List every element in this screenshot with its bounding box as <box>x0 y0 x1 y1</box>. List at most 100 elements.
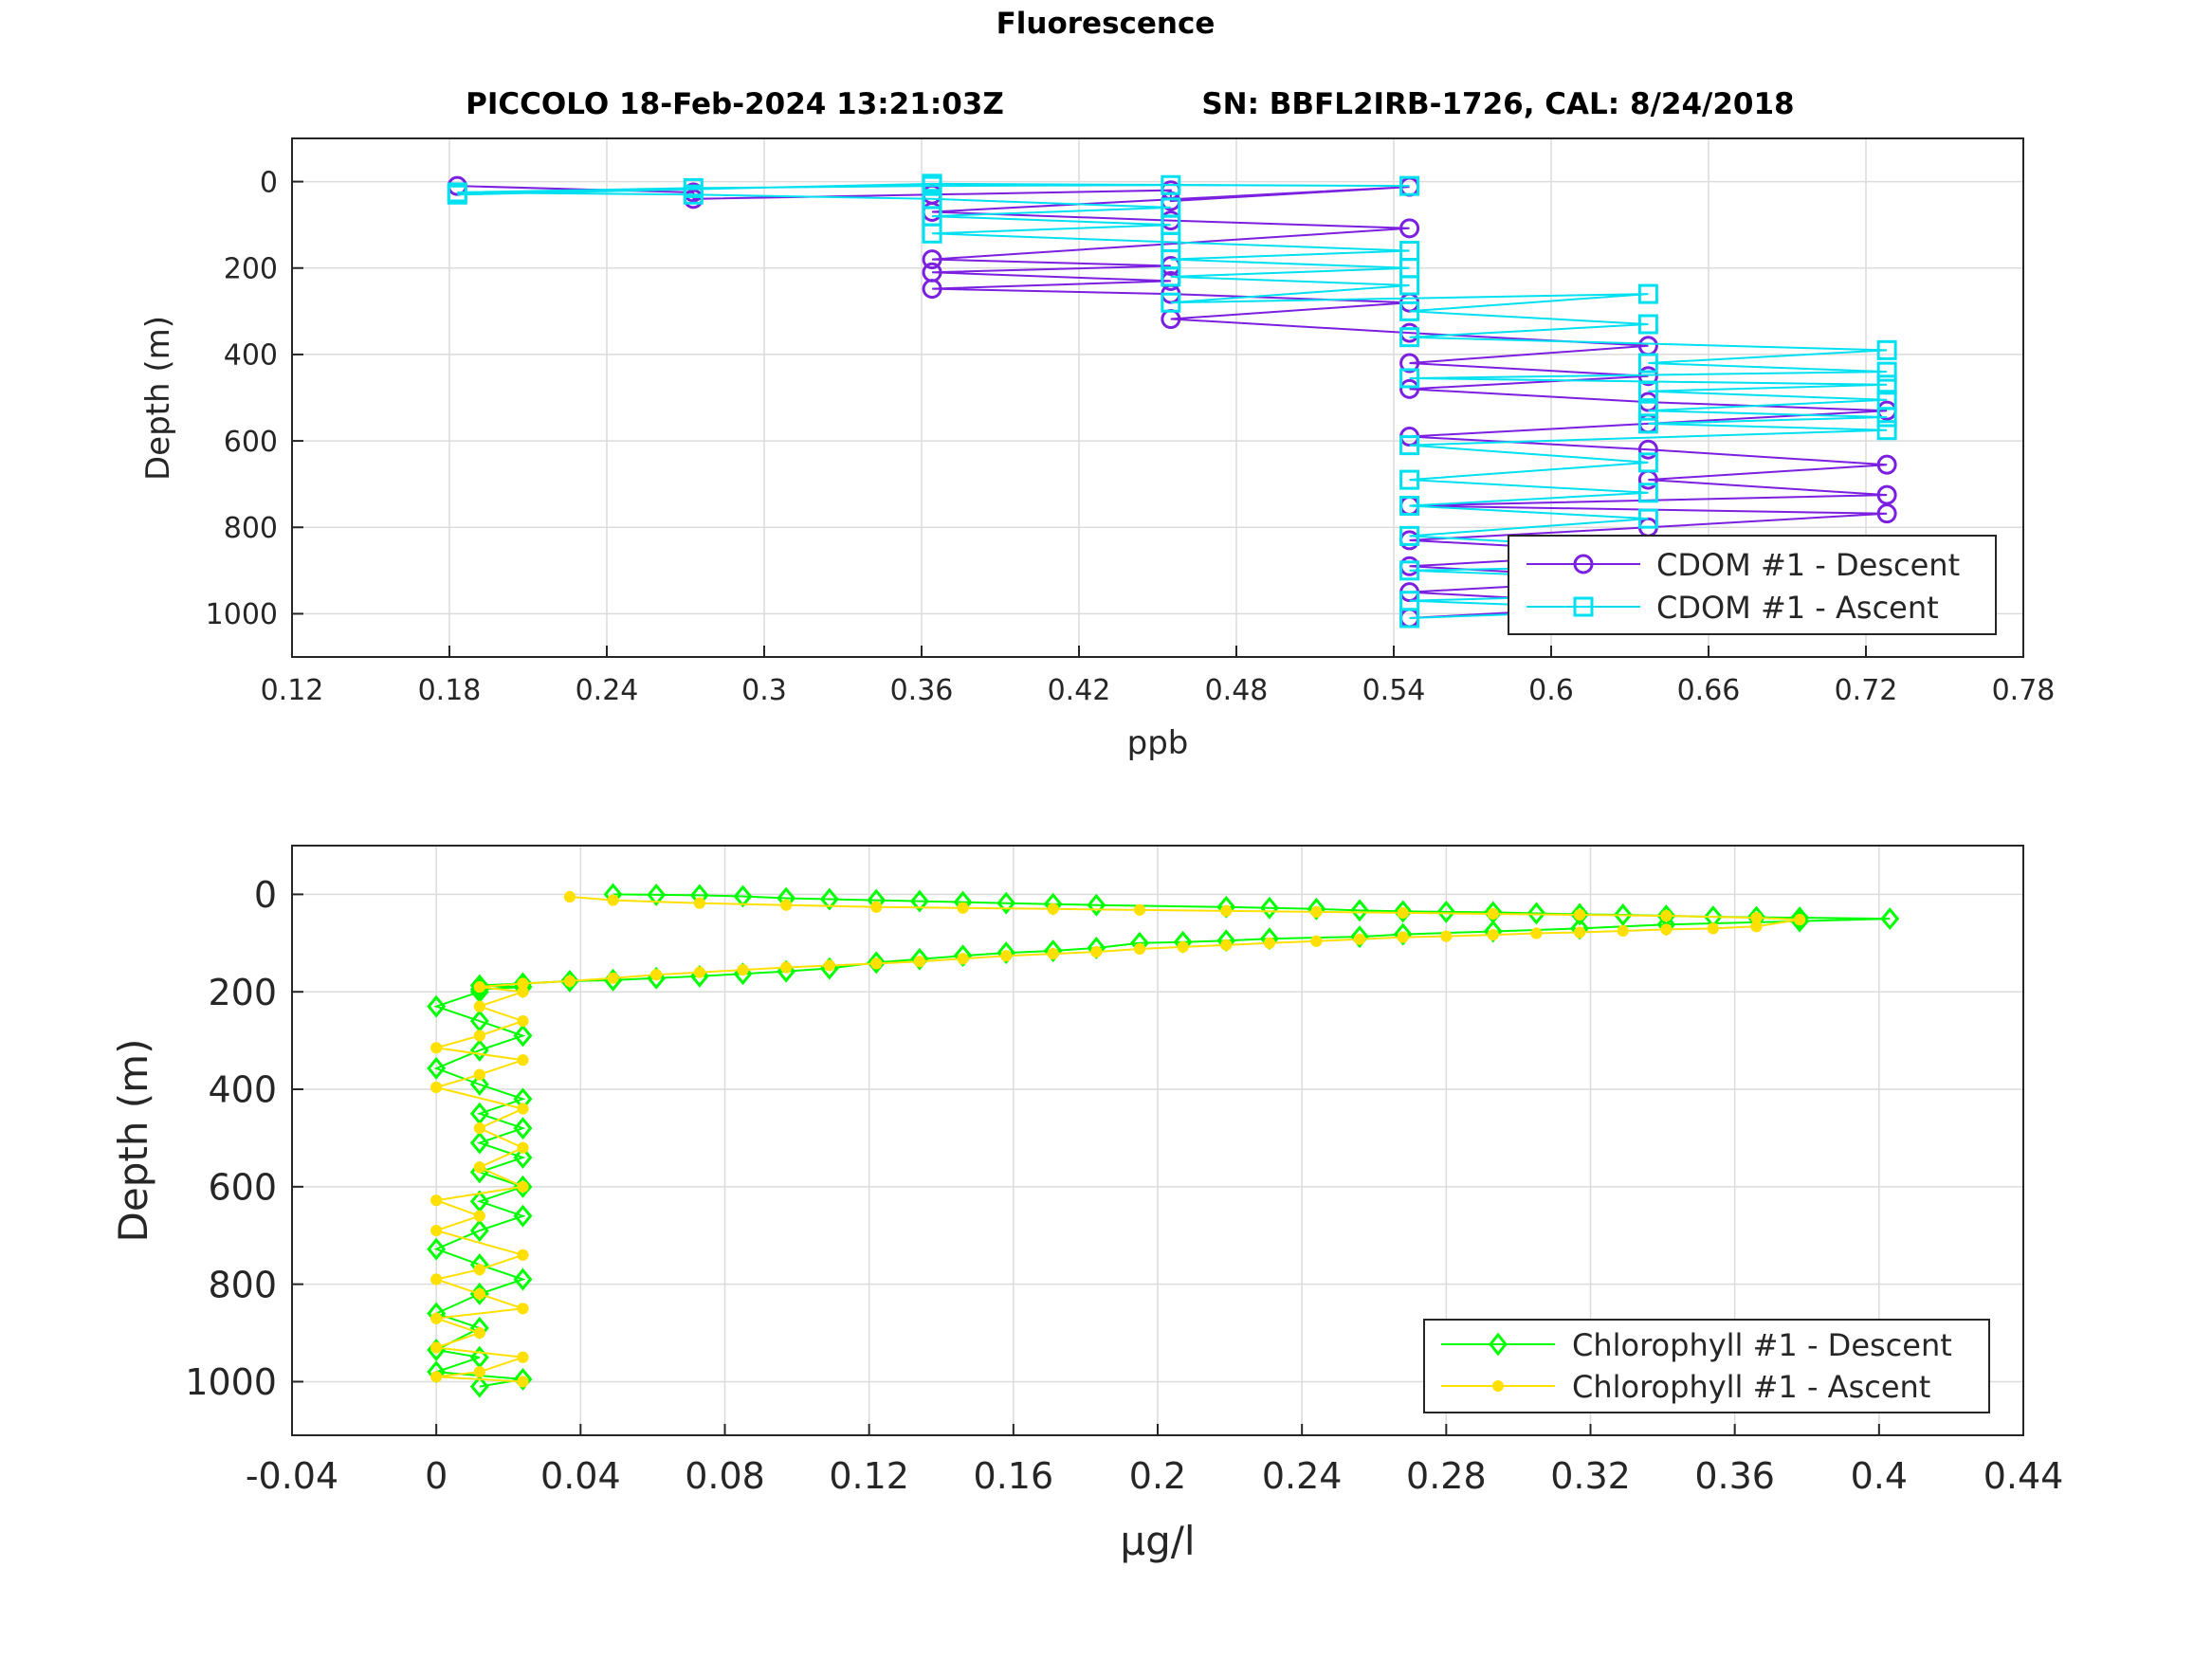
chlorophyll-descent-point <box>513 1024 533 1048</box>
chlorophyll-ascent-point <box>1047 948 1059 960</box>
chlorophyll-ascent-point <box>517 1141 529 1154</box>
chlorophyll-ascent-point <box>1310 905 1323 919</box>
chlorophyll-descent-point <box>427 994 447 1018</box>
cdom-ascent-point <box>1876 374 1897 395</box>
cdom-x-tick-label: 0.66 <box>1677 674 1741 707</box>
chlorophyll-ascent-series <box>430 890 1806 1388</box>
cdom-x-tick-label: 0.36 <box>890 674 954 707</box>
cdom-x-tick-label: 0.18 <box>418 674 482 707</box>
chlorophyll-ascent-point <box>473 1326 485 1340</box>
chlorophyll-x-tick-label: 0.28 <box>1406 1455 1487 1497</box>
chlorophyll-x-tick-label: 0.4 <box>1851 1455 1908 1497</box>
chlorophyll-descent-point <box>1436 900 1456 923</box>
chlorophyll-x-tick-label: 0.16 <box>974 1455 1054 1497</box>
chlorophyll-ascent-point <box>517 977 529 990</box>
chlorophyll-legend-box <box>1423 1319 1990 1413</box>
chlorophyll-ascent-point <box>473 1030 485 1042</box>
cdom-ascent-point <box>1637 314 1658 335</box>
chlorophyll-x-tick-label: 0.32 <box>1550 1455 1631 1497</box>
cdom-ascent-point <box>1399 591 1420 611</box>
cdom-y-tick-label: 400 <box>224 339 278 373</box>
chlorophyll-descent-point <box>1570 902 1590 926</box>
cdom-descent-point <box>1637 439 1658 460</box>
chlorophyll-descent-point <box>953 944 973 968</box>
chlorophyll-ascent-point <box>430 1371 443 1383</box>
cdom-descent-point <box>1399 378 1420 399</box>
chlorophyll-ascent-point <box>1397 906 1409 920</box>
chlorophyll-axes: -0.04 0 0.04 0.08 0.12 0.16 0.2 0.24 0.28 0.32 0.3… <box>110 845 2063 1564</box>
chlorophyll-x-tick-label: 0 <box>425 1455 448 1497</box>
cdom-legend-ascent-marker <box>1573 596 1594 617</box>
chlorophyll-descent-point <box>469 1038 489 1062</box>
cdom-y-tick-label: 1000 <box>206 598 278 631</box>
chlorophyll-ascent-point <box>737 963 749 976</box>
chlorophyll-ascent-point <box>913 956 926 968</box>
chlorophyll-legend: Chlorophyll #1 - Descent Chlorophyll #1 … <box>1423 1319 1990 1413</box>
chlorophyll-descent-point <box>427 1056 447 1080</box>
chlorophyll-ascent-point <box>1707 922 1719 935</box>
chlorophyll-descent-point <box>867 951 887 975</box>
chlorophyll-ascent-point <box>650 969 663 981</box>
cdom-ascent-point <box>1876 361 1897 382</box>
chlorophyll-ascent-point <box>1530 927 1543 939</box>
cdom-ascent-point <box>1161 174 1181 195</box>
chlorophyll-ascent-point <box>1133 903 1146 916</box>
figure-subtitle-right: SN: BBFL2IRB-1726, CAL: 8/24/2018 <box>1201 87 1794 121</box>
chlorophyll-ascent-point <box>473 1366 485 1378</box>
chlorophyll-x-tick-label: 0.12 <box>829 1455 909 1497</box>
chlorophyll-ascent-point <box>517 1376 529 1388</box>
cdom-legend-descent-marker <box>1573 554 1594 574</box>
chlorophyll-descent-point <box>469 1375 489 1398</box>
cdom-ascent-point <box>1399 368 1420 389</box>
chlorophyll-y-tick-label: 0 <box>254 874 277 916</box>
chlorophyll-ascent-point <box>870 957 883 970</box>
cdom-ascent-point <box>1637 483 1658 503</box>
chlorophyll-descent-point <box>996 941 1016 965</box>
chlorophyll-ascent-point <box>473 980 485 994</box>
chlorophyll-descent-point <box>1350 925 1369 949</box>
chlorophyll-ascent-point <box>823 959 835 972</box>
chlorophyll-descent-point <box>559 969 579 993</box>
chlorophyll-descent-point <box>733 884 753 908</box>
chlorophyll-ascent-point <box>1310 935 1323 947</box>
cdom-ascent-point <box>1876 420 1897 441</box>
chlorophyll-descent-point <box>1393 922 1413 946</box>
chlorophyll-x-tick-label: 0.2 <box>1129 1455 1186 1497</box>
chlorophyll-x-tick-label: 0.04 <box>540 1455 621 1497</box>
cdom-descent-point <box>1876 484 1897 505</box>
chlorophyll-ascent-point <box>517 1180 529 1193</box>
chlorophyll-descent-point <box>909 889 929 913</box>
chlorophyll-ascent-line <box>432 896 1801 1383</box>
chlorophyll-ascent-point <box>517 1303 529 1315</box>
chlorophyll-ascent-point <box>870 901 883 913</box>
cdom-ascent-point <box>922 189 942 210</box>
chlorophyll-descent-point <box>513 1117 533 1140</box>
chlorophyll-descent-point <box>513 1146 533 1169</box>
chlorophyll-descent-point <box>1087 893 1106 917</box>
chlorophyll-ascent-point <box>1090 945 1103 958</box>
chlorophyll-ascent-point <box>1133 942 1146 956</box>
chlorophyll-descent-point <box>647 883 667 906</box>
cdom-descent-point <box>1399 353 1420 374</box>
cdom-ticks: 0.12 0.18 0.24 0.3 0.36 0.42 0.48 0.54 0.6 0.66 0.… <box>206 166 2056 707</box>
chlorophyll-descent-point <box>427 1237 447 1261</box>
chlorophyll-ascent-point <box>607 972 619 984</box>
cdom-x-tick-label: 0.54 <box>1362 674 1426 707</box>
cdom-descent-point <box>1876 454 1897 475</box>
chlorophyll-descent-point <box>909 947 929 971</box>
cdom-axes-frame <box>291 137 2024 658</box>
chlorophyll-ascent-point <box>1617 924 1629 938</box>
chlorophyll-x-tick-label: 0.44 <box>1983 1455 2064 1497</box>
chlorophyll-ascent-point <box>780 899 793 911</box>
chlorophyll-ticks: -0.04 0 0.04 0.08 0.12 0.16 0.2 0.24 0.28 0.32 0.3… <box>185 874 2063 1497</box>
chlorophyll-descent-point <box>469 974 489 997</box>
cdom-x-tick-label: 0.3 <box>741 674 787 707</box>
chlorophyll-descent-point <box>513 1267 533 1291</box>
cdom-descent-line <box>457 185 1888 619</box>
chlorophyll-x-tick-label: 0.36 <box>1694 1455 1775 1497</box>
cdom-ascent-point <box>683 177 704 198</box>
chlorophyll-ascent-point <box>1660 923 1673 936</box>
cdom-descent-point <box>1876 503 1897 524</box>
chlorophyll-ascent-point <box>780 961 793 974</box>
cdom-y-tick-label: 800 <box>224 512 278 545</box>
